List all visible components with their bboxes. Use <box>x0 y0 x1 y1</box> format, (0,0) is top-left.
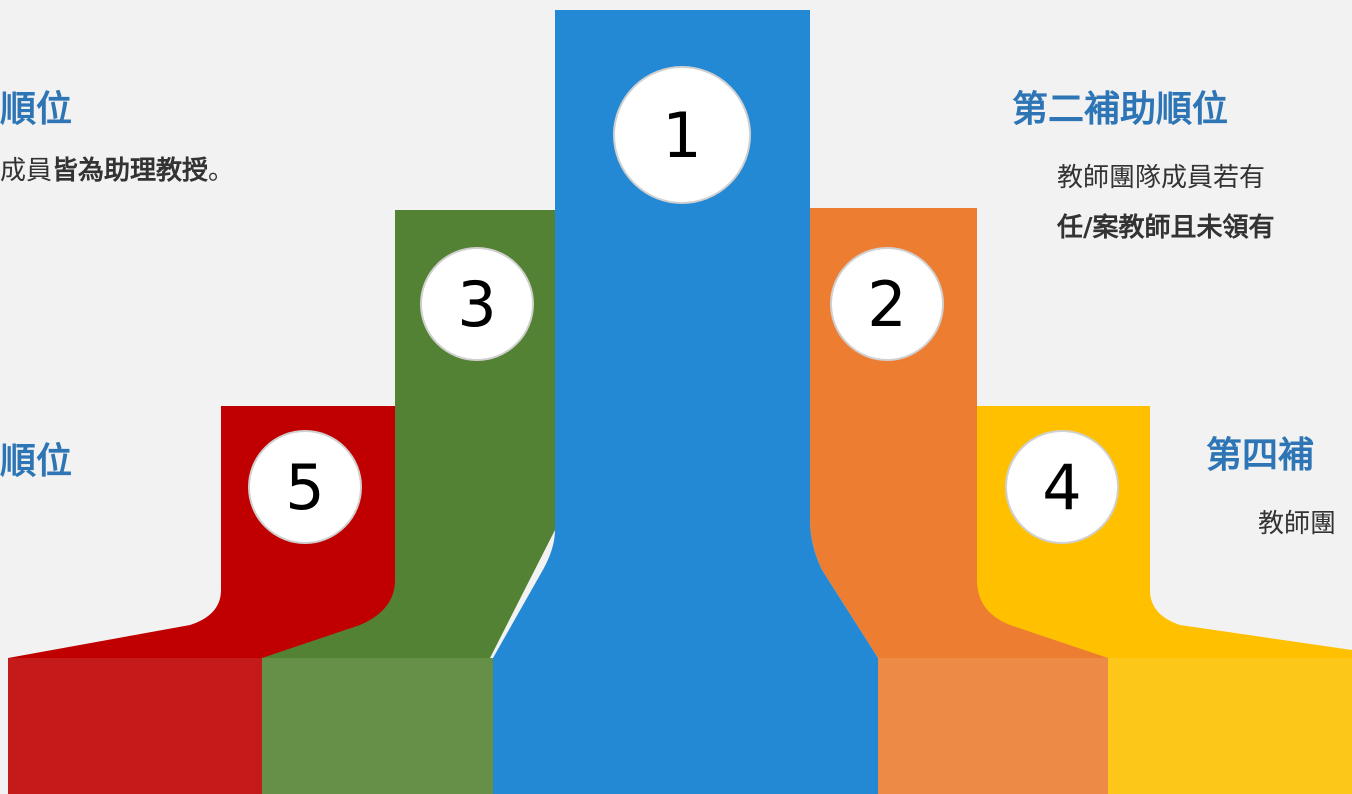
rank-2-number: 2 <box>867 268 906 341</box>
rank-5-number: 5 <box>285 451 324 524</box>
rank-1-badge: 1 <box>613 66 751 204</box>
rank-1-number: 1 <box>662 99 701 172</box>
rank-3-number: 3 <box>457 268 496 341</box>
top-left-body-suffix: 。 <box>208 156 235 186</box>
rank-4-badge: 4 <box>1005 430 1119 544</box>
fourth-rank-heading: 第四補 <box>1206 435 1315 476</box>
second-rank-body-line2-bold: 任/案教師且未領有 <box>1057 213 1275 243</box>
rank-4-base <box>1108 658 1352 794</box>
top-left-body-prefix: 成員 <box>0 156 53 186</box>
second-rank-body-line2: 任/案教師且未領有 <box>1057 212 1275 246</box>
rank-2-base <box>878 658 1108 794</box>
rank-5-badge: 5 <box>248 430 362 544</box>
fourth-rank-body: 教師團 <box>1258 509 1337 539</box>
rank-4-number: 4 <box>1042 451 1081 524</box>
top-left-heading: 順位 <box>0 89 73 130</box>
rank-1-base <box>493 658 878 794</box>
rank-1-shape <box>493 10 878 658</box>
top-left-body: 成員皆為助理教授。 <box>0 155 234 189</box>
rank-5-base <box>8 658 262 794</box>
second-rank-heading: 第二補助順位 <box>1012 89 1229 130</box>
top-left-body-bold: 皆為助理教授 <box>52 156 209 186</box>
second-rank-body-line1: 教師團隊成員若有 <box>1057 163 1266 193</box>
rank-3-badge: 3 <box>420 247 534 361</box>
rank-2-badge: 2 <box>830 247 944 361</box>
rank-3-base <box>262 658 493 794</box>
bottom-left-heading: 順位 <box>0 441 73 482</box>
